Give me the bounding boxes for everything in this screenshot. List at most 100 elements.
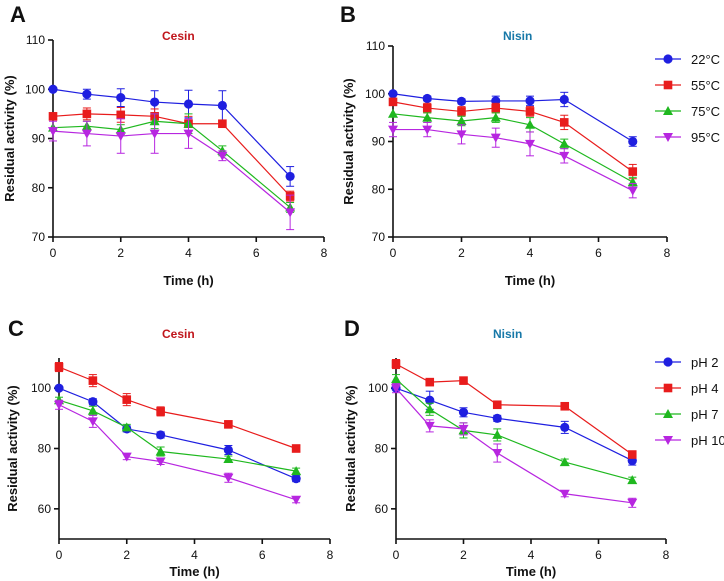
data-point — [456, 96, 467, 106]
data-point — [490, 133, 501, 143]
data-point — [223, 473, 234, 483]
data-point — [422, 103, 432, 113]
x-tick-label: 0 — [50, 246, 57, 260]
data-point — [291, 466, 302, 476]
data-point — [88, 397, 98, 407]
data-point — [388, 108, 398, 118]
x-tick-label: 0 — [390, 246, 397, 260]
data-point — [560, 401, 570, 411]
data-point — [391, 359, 401, 369]
data-point — [388, 97, 398, 107]
chart-title: Cesin — [162, 29, 195, 43]
data-point — [54, 400, 64, 410]
data-point — [457, 107, 466, 116]
data-point — [82, 109, 92, 119]
data-point — [388, 89, 398, 99]
legend-marker — [663, 409, 673, 418]
series-3 — [48, 113, 296, 231]
x-tick-label: 2 — [117, 246, 124, 260]
x-tick-label: 8 — [327, 548, 334, 562]
data-point — [628, 167, 638, 176]
y-tick-label: 80 — [32, 181, 46, 195]
data-point — [54, 383, 64, 393]
series-line — [52, 130, 291, 213]
data-point — [492, 400, 502, 410]
data-point — [223, 454, 234, 464]
panel-b: B Nisin 0 2 4 6 8 70 80 90 100 110 Time (h) Residual … — [340, 2, 671, 288]
data-point — [285, 171, 295, 182]
legend-label: 55°C — [691, 78, 720, 93]
data-point — [492, 449, 503, 459]
data-point — [82, 89, 92, 99]
series-1 — [54, 362, 301, 453]
x-tick-label: 8 — [321, 246, 328, 260]
data-point — [156, 407, 165, 416]
data-point — [492, 413, 502, 423]
y-tick-label: 100 — [25, 82, 45, 96]
data-point — [391, 384, 401, 394]
x-tick-label: 4 — [185, 246, 192, 260]
y-tick-label: 110 — [366, 39, 385, 53]
data-point — [459, 376, 468, 385]
y-axis-title: Residual activity (%) — [341, 78, 356, 204]
data-point — [391, 374, 401, 384]
legend-marker — [663, 80, 673, 90]
data-point — [492, 429, 503, 439]
y-tick-label: 80 — [372, 182, 386, 196]
x-tick-label: 2 — [458, 246, 465, 260]
data-point — [183, 129, 194, 139]
legend-ph: pH 2 pH 4 pH 7 pH 10 — [655, 355, 724, 448]
series-0 — [54, 383, 301, 484]
data-point — [291, 474, 301, 484]
data-point — [456, 115, 467, 125]
data-point — [155, 446, 166, 456]
y-tick-label: 100 — [31, 381, 51, 395]
data-point — [490, 112, 501, 122]
data-point — [150, 97, 160, 107]
data-point — [218, 119, 227, 129]
y-tick-label: 100 — [368, 381, 388, 395]
series-line — [58, 404, 297, 501]
data-point — [422, 93, 432, 104]
data-point — [81, 129, 92, 139]
x-tick-label: 0 — [56, 548, 63, 562]
data-point — [559, 457, 570, 467]
data-point — [559, 138, 570, 148]
data-point — [559, 151, 570, 161]
y-tick-label: 90 — [32, 132, 46, 146]
y-tick-label: 60 — [38, 502, 52, 516]
y-tick-label: 70 — [372, 230, 386, 244]
data-point — [223, 445, 233, 455]
data-point — [560, 422, 570, 432]
x-tick-label: 6 — [595, 246, 602, 260]
data-point — [559, 118, 569, 127]
series-1 — [391, 359, 637, 459]
data-point — [525, 139, 535, 149]
data-point — [491, 103, 501, 113]
y-axis-title: Residual activity (%) — [5, 385, 20, 511]
data-point — [122, 395, 132, 404]
data-point — [424, 421, 435, 431]
legend-label: pH 2 — [691, 355, 718, 370]
chart-title: Nisin — [493, 327, 522, 341]
series-0 — [48, 84, 295, 187]
data-point — [48, 127, 58, 137]
data-point — [525, 119, 535, 129]
x-tick-label: 2 — [460, 548, 467, 562]
x-axis-title: Time (h) — [506, 564, 556, 579]
x-axis-title: Time (h) — [505, 273, 555, 288]
legend-marker — [663, 106, 673, 115]
data-point — [627, 450, 637, 459]
data-point — [559, 489, 570, 499]
panel-a: A Cesin 0 2 4 6 8 70 80 90 100 110 Time (h) Residual … — [2, 2, 328, 288]
series-2 — [48, 113, 296, 213]
series-3 — [54, 399, 302, 505]
data-point — [458, 407, 469, 417]
series-3 — [388, 121, 638, 199]
data-point — [425, 377, 435, 387]
panel-letter: C — [8, 316, 24, 341]
data-point — [425, 395, 435, 405]
x-tick-label: 4 — [528, 548, 535, 562]
x-tick-label: 4 — [191, 548, 198, 562]
panel-c: C Cesin 0 2 4 6 8 60 80 100 Time (h) Residual activ… — [5, 316, 334, 579]
